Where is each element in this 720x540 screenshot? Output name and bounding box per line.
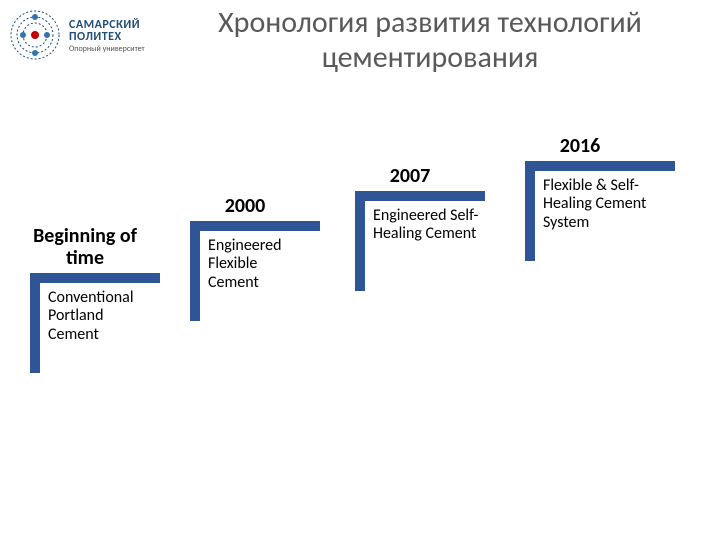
step-year: 2007 bbox=[355, 165, 465, 187]
step-year: Beginning of time bbox=[30, 225, 140, 269]
step-description: Flexible & Self-Healing Cement System bbox=[543, 177, 663, 232]
logo-line2: ПОЛИТЕХ bbox=[69, 31, 145, 43]
step-bar-vertical bbox=[190, 221, 200, 321]
step-bar-horizontal bbox=[355, 191, 485, 201]
step-bar-horizontal bbox=[190, 221, 320, 231]
timeline-step: Beginning of time Conventional Portland C… bbox=[30, 225, 160, 383]
step-bar-vertical bbox=[525, 161, 535, 261]
logo: САМАРСКИЙ ПОЛИТЕХ Опорный университет bbox=[8, 8, 145, 63]
logo-text: САМАРСКИЙ ПОЛИТЕХ Опорный университет bbox=[69, 19, 145, 53]
step-bar-vertical bbox=[30, 273, 40, 373]
logo-line1: САМАРСКИЙ bbox=[69, 19, 145, 31]
timeline: Beginning of time Conventional Portland C… bbox=[30, 130, 700, 490]
step-year: 2016 bbox=[525, 135, 635, 157]
step-description: Conventional Portland Cement bbox=[48, 289, 143, 344]
timeline-step: 2016 Flexible & Self-Healing Cement Syste… bbox=[525, 135, 675, 271]
step-bar-horizontal bbox=[525, 161, 675, 171]
logo-icon bbox=[8, 8, 63, 63]
timeline-step: 2007 Engineered Self-Healing Cement bbox=[355, 165, 485, 301]
logo-line3: Опорный университет bbox=[69, 45, 145, 53]
page-title: Хронология развития технологий цементиро… bbox=[180, 6, 680, 75]
step-description: Engineered Flexible Cement bbox=[208, 237, 308, 292]
step-bar-vertical bbox=[355, 191, 365, 291]
timeline-step: 2000 Engineered Flexible Cement bbox=[190, 195, 320, 331]
step-description: Engineered Self-Healing Cement bbox=[373, 207, 483, 244]
step-year: 2000 bbox=[190, 195, 300, 217]
step-bar-horizontal bbox=[30, 273, 160, 283]
